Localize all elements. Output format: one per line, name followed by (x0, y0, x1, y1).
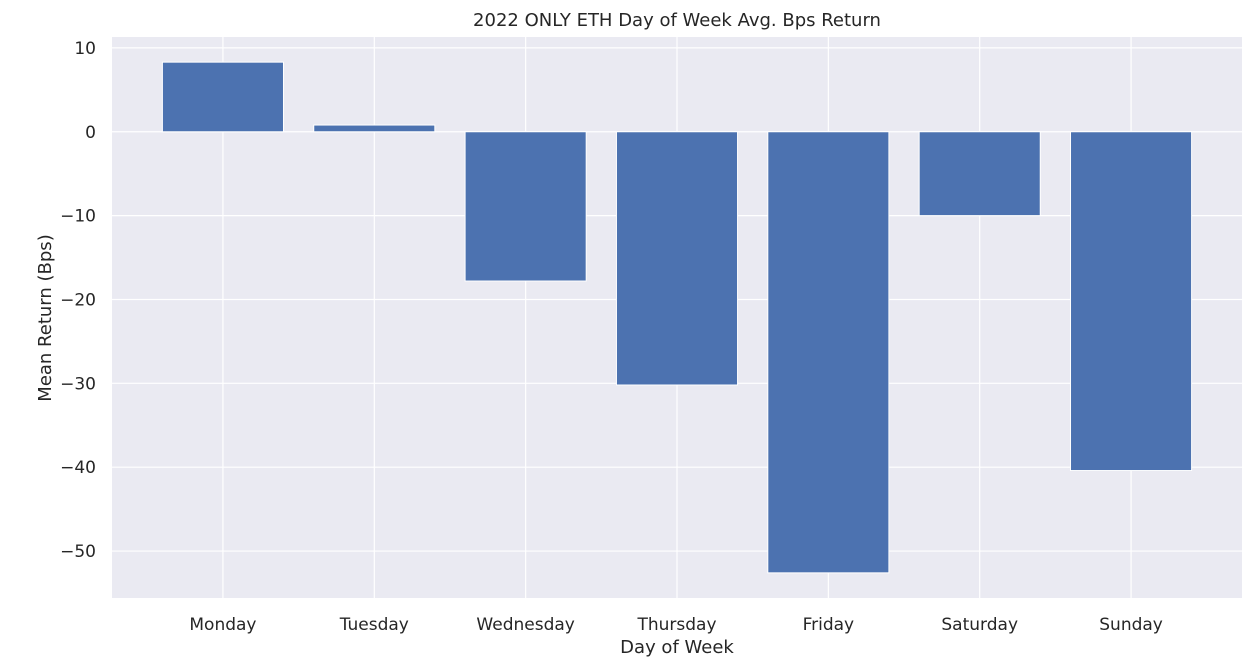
y-tick-label: 10 (74, 39, 96, 59)
y-tick-label: −30 (60, 374, 96, 394)
y-axis-label: Mean Return (Bps) (35, 234, 56, 401)
x-axis-label: Day of Week (620, 637, 734, 658)
bars (161, 61, 1193, 574)
y-tick-label: 0 (85, 123, 96, 143)
bar-monday (161, 61, 284, 133)
x-tick-labels: Monday Tuesday Wednesday Thursday Friday Satu… (189, 615, 1162, 635)
bar-tuesday (313, 124, 436, 133)
bar-wednesday (464, 131, 587, 282)
y-tick-label: −20 (60, 290, 96, 310)
x-tick-label: Wednesday (476, 615, 574, 635)
bar-friday (767, 131, 890, 574)
bar-sunday (1070, 131, 1193, 472)
x-tick-label: Friday (803, 615, 855, 635)
y-tick-label: −40 (60, 458, 96, 478)
bar-saturday (918, 131, 1041, 217)
x-tick-label: Sunday (1099, 615, 1163, 635)
x-tick-label: Saturday (941, 615, 1018, 635)
x-tick-label: Thursday (636, 615, 716, 635)
chart-title: 2022 ONLY ETH Day of Week Avg. Bps Retur… (473, 10, 881, 31)
y-tick-labels: 10 0 −10 −20 −30 −40 −50 (60, 39, 96, 562)
x-tick-label: Monday (189, 615, 256, 635)
x-tick-label: Tuesday (339, 615, 409, 635)
y-tick-label: −10 (60, 207, 96, 227)
y-tick-label: −50 (60, 542, 96, 562)
bar-thursday (615, 131, 739, 386)
